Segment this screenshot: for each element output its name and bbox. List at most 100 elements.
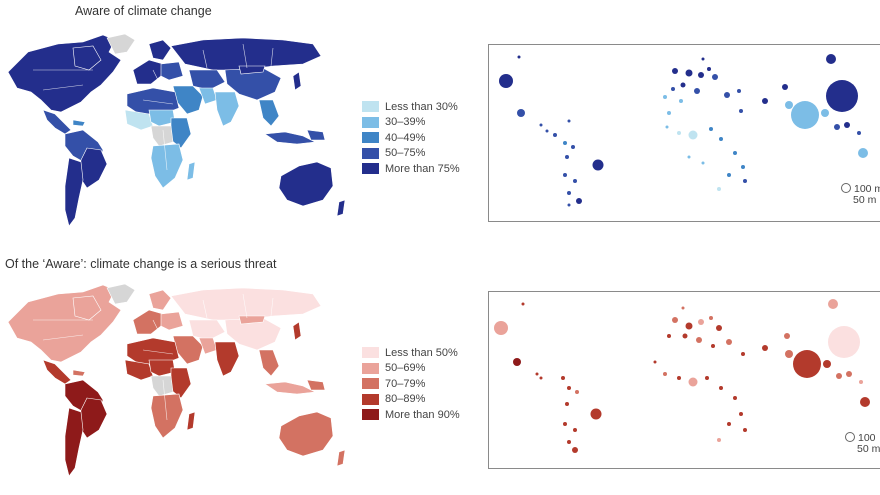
legend-label: More than 90%	[385, 408, 460, 421]
legend-label: 50–75%	[385, 147, 426, 160]
region-australia	[278, 411, 334, 457]
legend-label: 30–39%	[385, 116, 426, 129]
bubble	[739, 412, 743, 416]
bubble	[682, 333, 688, 339]
bubble	[687, 155, 691, 159]
bubble	[499, 74, 513, 88]
size-key-100: 100	[845, 432, 880, 444]
bubble	[836, 373, 842, 379]
bubble	[743, 428, 747, 432]
bubble	[553, 133, 557, 137]
bubble	[846, 371, 852, 377]
bubble	[665, 125, 669, 129]
bubble	[828, 326, 860, 358]
bubble	[737, 89, 741, 93]
size-key-50: 50 m	[845, 444, 880, 455]
region-southeast-asia	[258, 349, 280, 377]
legend-item: 80–89%	[362, 392, 460, 408]
map-borders	[33, 43, 274, 171]
legend-label: 80–89%	[385, 393, 426, 406]
bubble	[727, 422, 731, 426]
bubble	[858, 148, 868, 158]
region-caribbean	[72, 119, 86, 127]
bubble-layer	[494, 299, 870, 453]
map-land	[7, 283, 346, 477]
region-caribbean	[72, 369, 86, 377]
bubble	[563, 422, 567, 426]
region-madagascar	[186, 411, 196, 431]
bubble	[821, 109, 829, 117]
bubble	[857, 131, 861, 135]
bubble	[694, 88, 700, 94]
region-canada-east	[72, 295, 102, 321]
panel-title-serious-threat: Of the ‘Aware’: climate change is a seri…	[5, 257, 277, 271]
legend-swatch	[362, 409, 379, 421]
world-map-serious-threat	[7, 283, 346, 477]
legend-item: Less than 50%	[362, 345, 460, 361]
bubble	[705, 376, 709, 380]
bubble	[733, 396, 737, 400]
legend-label: 70–79%	[385, 377, 426, 390]
bubble	[539, 123, 543, 127]
bubble	[576, 198, 582, 204]
bubble	[573, 428, 577, 432]
region-southeast-asia	[258, 99, 280, 127]
legend-item: More than 90%	[362, 407, 460, 423]
bubble	[563, 173, 567, 177]
region-russia	[170, 37, 322, 71]
bubble	[685, 322, 693, 330]
bubble	[826, 80, 858, 112]
region-papua	[306, 129, 326, 141]
bubble	[711, 344, 715, 348]
size-key-ring	[845, 432, 855, 442]
bubble	[671, 87, 675, 91]
region-north-america	[7, 34, 122, 113]
legend-swatch	[362, 393, 379, 405]
bubble	[762, 98, 768, 104]
bubble-size-key: 100 50 m	[845, 432, 880, 455]
size-key-100-label: 100	[858, 432, 876, 444]
legend-serious-threat: Less than 50% 50–69% 70–79% 80–89% More …	[362, 345, 460, 423]
bubble	[672, 317, 678, 323]
bubble	[539, 376, 543, 380]
bubble	[494, 321, 508, 335]
bubble	[567, 203, 571, 207]
region-madagascar	[186, 161, 196, 181]
region-mongolia	[238, 315, 266, 325]
bubble	[860, 397, 870, 407]
bubble	[709, 316, 713, 320]
legend-label: More than 75%	[385, 162, 460, 175]
region-canada-east	[72, 45, 102, 71]
bubble	[575, 390, 579, 394]
bubble	[561, 376, 565, 380]
bubble	[685, 69, 693, 77]
bubble	[859, 380, 863, 384]
region-central-asia	[188, 319, 226, 341]
region-central-america	[42, 109, 72, 135]
legend-item: More than 75%	[362, 161, 460, 177]
bubble	[719, 137, 723, 141]
panel-title-aware: Aware of climate change	[75, 4, 212, 18]
region-scandinavia	[148, 289, 172, 311]
bubble	[572, 447, 578, 453]
region-scandinavia	[148, 39, 172, 61]
region-west-africa	[124, 109, 154, 131]
bubble	[741, 165, 745, 169]
region-north-america	[7, 284, 122, 363]
bubble	[567, 119, 571, 123]
bubble	[517, 55, 521, 59]
bubble	[679, 99, 683, 103]
legend-label: Less than 50%	[385, 346, 458, 359]
legend-swatch	[362, 362, 379, 374]
bubble-size-key: 100 m 50 m	[841, 183, 880, 206]
size-key-100: 100 m	[841, 183, 880, 195]
bubble	[677, 376, 681, 380]
bubble-map-aware: 100 m 50 m	[488, 44, 880, 222]
legend-item: Less than 30%	[362, 99, 460, 115]
legend-item: 70–79%	[362, 376, 460, 392]
region-sahel	[148, 109, 176, 127]
region-central-africa	[150, 125, 174, 147]
region-europe-east	[160, 311, 184, 331]
bubble	[565, 155, 569, 159]
bubble	[726, 339, 732, 345]
